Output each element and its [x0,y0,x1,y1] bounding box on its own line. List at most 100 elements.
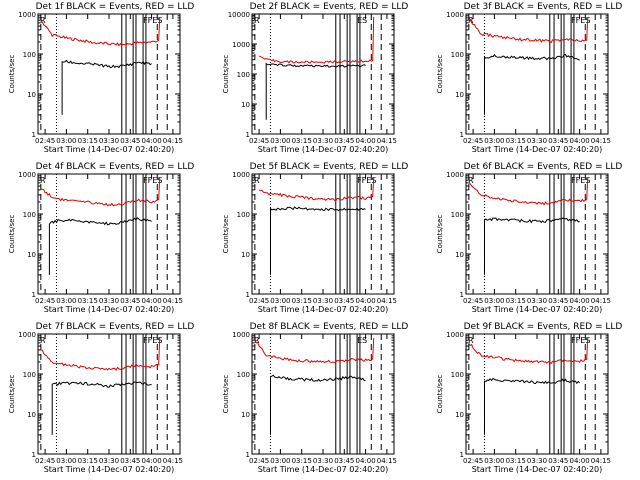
y-tick-label: 10 [241,101,250,109]
x-tick-label: 03:30 [527,297,547,305]
panel-8: Det 8f BLACK = Events, RED = LLD 1 10 100 10… [222,322,408,474]
x-tick-label: 02:45 [249,137,269,145]
flag-right: FFES [143,16,162,25]
x-tick-label: 03:45 [120,137,140,145]
series-events-line [48,217,152,275]
x-axis-label: Start Time (14-Dec-07 02:40:20) [44,145,175,154]
x-tick-label: 04:00 [356,137,376,145]
x-tick-label: 03:00 [484,137,504,145]
x-tick-label: 03:30 [313,137,333,145]
x-tick-label: 04:15 [377,457,397,465]
x-tick-label: 04:15 [163,297,183,305]
flag-right: FFES [143,176,162,185]
y-tick-label: 10 [27,251,36,259]
flag-right: ES [357,16,367,25]
series-lld-line [468,16,589,44]
y-axis-label: Counts/sec [222,375,230,414]
y-tick-label: 100 [237,211,250,219]
y-tick-label: 1000 [446,171,464,179]
y-tick-label: 1 [246,451,250,459]
flag-right: FFES [571,16,590,25]
x-tick-label: 04:00 [570,457,590,465]
x-tick-label: 04:15 [163,457,183,465]
x-tick-label: 03:30 [99,137,119,145]
y-tick-label: 100 [23,371,36,379]
series-lld-line [468,177,589,206]
panel-4: Det 4f BLACK = Events, RED = LLD 1 10 100 10… [8,162,194,314]
y-tick-label: 10 [455,411,464,419]
y-tick-label: 10 [27,91,36,99]
y-axis-label: Counts/sec [8,375,16,414]
flag-right: FFES [357,176,376,185]
x-tick-label: 03:45 [334,137,354,145]
plot-frame [251,13,395,135]
series-events-line [484,217,580,275]
y-tick-label: 1 [32,451,36,459]
x-tick-label: 04:00 [142,297,162,305]
y-tick-label: 1 [460,291,464,299]
y-tick-label: 1 [32,131,36,139]
panel-title: Det 7f BLACK = Events, RED = LLD [36,322,195,332]
x-axis-label: Start Time (14-Dec-07 02:40:20) [44,305,175,314]
panel-title: Det 3f BLACK = Events, RED = LLD [464,2,623,12]
x-tick-label: 04:15 [591,457,611,465]
series-events-line [484,53,580,115]
x-tick-label: 03:00 [270,457,290,465]
flag-right: ES [357,336,367,345]
y-tick-label: 1000 [446,11,464,19]
panel-title: Det 1f BLACK = Events, RED = LLD [36,2,195,12]
panel-title: Det 9f BLACK = Events, RED = LLD [464,322,623,332]
x-tick-label: 04:15 [591,297,611,305]
x-axis-label: Start Time (14-Dec-07 02:40:20) [472,465,603,474]
y-tick-label: 1000 [18,171,36,179]
x-axis-label: Start Time (14-Dec-07 02:40:20) [472,145,603,154]
y-tick-label: 1 [32,291,36,299]
x-tick-label: 03:15 [506,137,526,145]
panel-9: Det 9f BLACK = Events, RED = LLD 1 10 100 10… [436,322,622,474]
y-tick-label: 10000 [228,11,250,19]
y-tick-label: 1000 [232,41,250,49]
x-tick-label: 03:00 [484,457,504,465]
x-tick-label: 03:30 [527,457,547,465]
panel-3: Det 3f BLACK = Events, RED = LLD 1 10 100 10… [436,2,622,154]
x-axis-label: Start Time (14-Dec-07 02:40:20) [472,305,603,314]
series-events-line [61,59,152,115]
y-tick-label: 1000 [446,331,464,339]
x-tick-label: 04:00 [142,137,162,145]
series-events-line [265,62,366,120]
x-axis-label: Start Time (14-Dec-07 02:40:20) [258,305,389,314]
flag-left: R [254,176,260,185]
y-tick-label: 10 [241,251,250,259]
x-tick-label: 03:45 [334,297,354,305]
series-events-line [484,377,580,435]
y-tick-label: 1000 [18,331,36,339]
x-tick-label: 03:45 [120,457,140,465]
x-axis-label: Start Time (14-Dec-07 02:40:20) [44,465,175,474]
flag-left: R [40,176,46,185]
flag-left: R [254,16,260,25]
x-tick-label: 03:15 [506,297,526,305]
flag-left: R [40,16,46,25]
x-tick-label: 03:00 [270,137,290,145]
y-tick-label: 1000 [232,331,250,339]
x-tick-label: 03:30 [99,297,119,305]
x-tick-label: 04:00 [356,457,376,465]
x-tick-label: 03:15 [292,137,312,145]
x-tick-label: 03:30 [527,137,547,145]
x-tick-label: 02:45 [35,457,55,465]
y-tick-label: 1000 [232,171,250,179]
y-tick-label: 100 [451,211,464,219]
panel-title: Det 4f BLACK = Events, RED = LLD [36,162,195,172]
x-axis-label: Start Time (14-Dec-07 02:40:20) [258,465,389,474]
flag-right: FFES [143,336,162,345]
x-tick-label: 03:15 [292,297,312,305]
y-axis-label: Counts/sec [222,55,230,94]
flag-left: R [468,176,474,185]
x-tick-label: 03:00 [56,457,76,465]
panel-6: Det 6f BLACK = Events, RED = LLD 1 10 100 10… [436,162,622,314]
x-tick-label: 04:15 [377,137,397,145]
series-lld-line [40,177,161,207]
y-tick-label: 100 [451,51,464,59]
flag-right: FFES [571,336,590,345]
x-tick-label: 02:45 [463,137,483,145]
